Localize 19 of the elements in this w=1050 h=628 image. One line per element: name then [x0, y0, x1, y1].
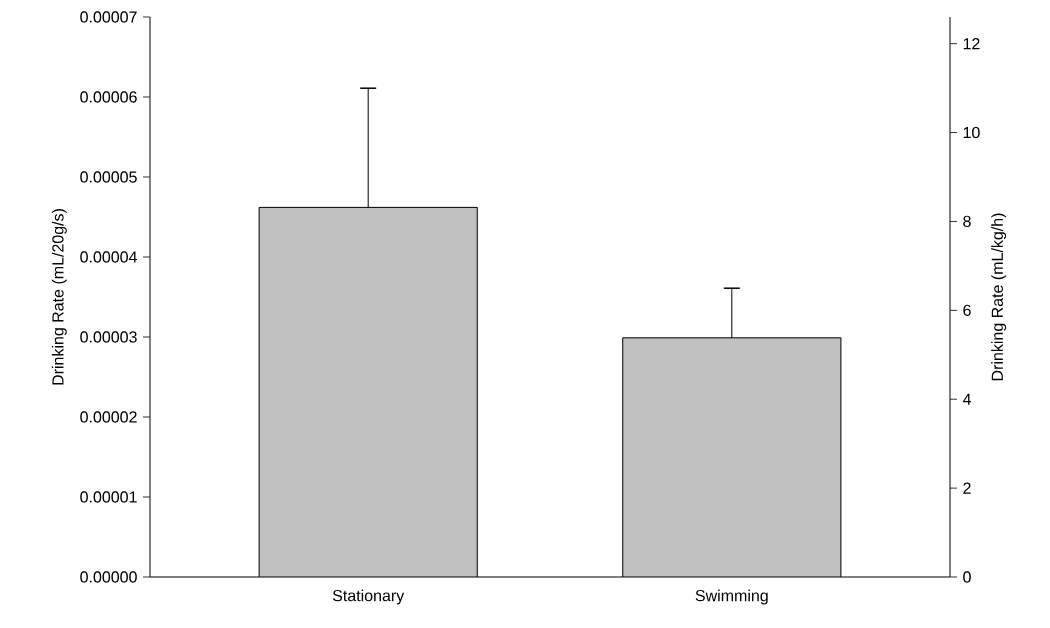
y2-tick-label: 4	[962, 393, 971, 405]
y2-tick-label: 2	[963, 482, 971, 494]
y2-tick-label: 8	[963, 215, 971, 228]
y-tick-label: 0.00001	[80, 491, 137, 503]
y-tick-label: 0.00005	[80, 171, 137, 183]
y2-tick-label: 6	[963, 304, 971, 316]
y2-tick-label: 0	[963, 571, 971, 583]
y-axis-title: Drinking Rate (mL/20g/s)	[51, 209, 67, 385]
x-tick-label: Stationary	[332, 589, 405, 605]
x-tick-label: Swimming	[695, 589, 768, 605]
y-tick-label: 0.00003	[80, 331, 137, 343]
y2-tick-label: 12	[963, 38, 980, 50]
y-tick-label: 0.00002	[80, 411, 137, 423]
y-tick-label: 0.00006	[80, 91, 137, 103]
y-tick-label: 0.00004	[80, 251, 137, 263]
y-tick-label: 0.00007	[80, 11, 137, 23]
y2-axis-title: Drinking Rate (mL/kg/h)	[991, 213, 1007, 381]
y2-tick-label: 10	[963, 126, 980, 139]
y-tick-label: 0.00000	[80, 571, 137, 583]
